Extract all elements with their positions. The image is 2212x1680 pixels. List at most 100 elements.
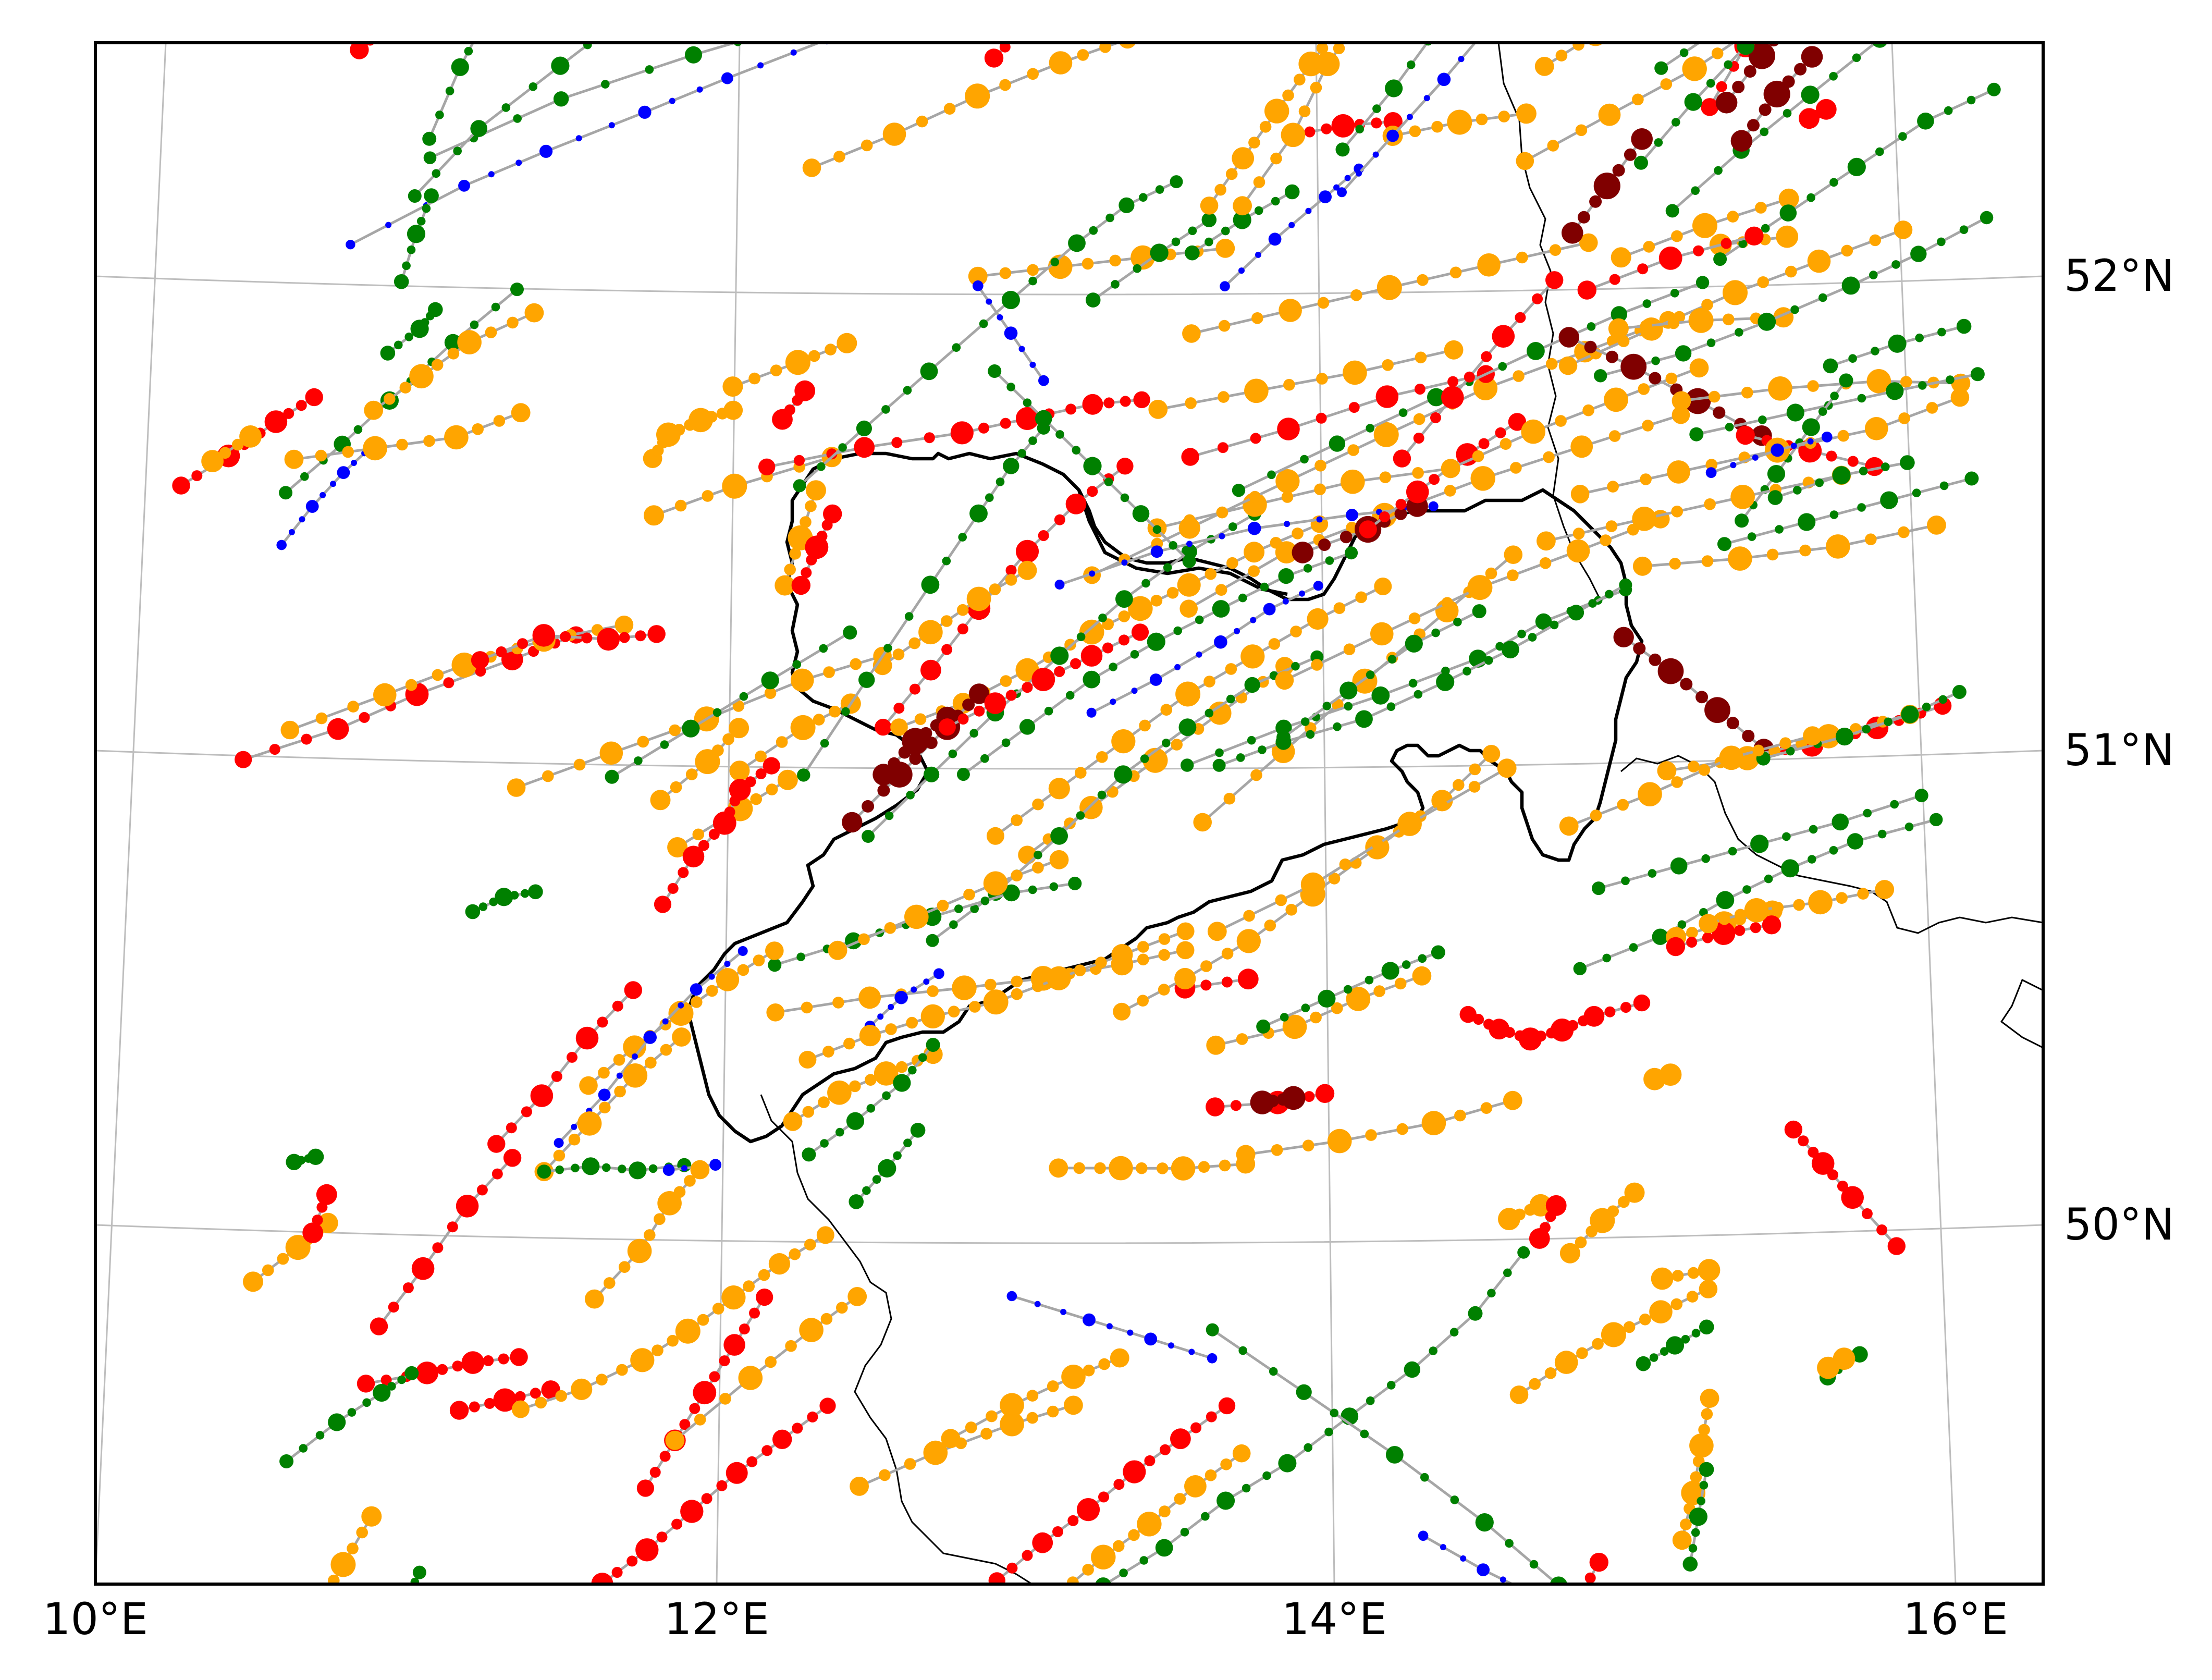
track-green (1212, 578, 1632, 772)
track-point-red (701, 1493, 712, 1504)
track-point-green (444, 334, 462, 351)
track-point-orange (1436, 799, 1448, 812)
track-point-green (1385, 1446, 1404, 1464)
track-point-darkred (888, 757, 901, 770)
track-point-red (1712, 922, 1736, 945)
track-point-orange (1148, 399, 1168, 419)
track-orange (1486, 1599, 1599, 1651)
track-point-green (1001, 738, 1011, 747)
track-point-red (978, 422, 989, 434)
track-point-orange (943, 103, 956, 115)
track-point-green (1152, 525, 1162, 534)
track-orange (1672, 369, 1971, 411)
track-point-green (1059, 1610, 1067, 1618)
track-point-green (1028, 885, 1037, 894)
track-point-orange (1545, 358, 1558, 370)
track-red (1666, 915, 1781, 957)
track-point-blue (1018, 346, 1025, 352)
track-point-green (648, 1164, 658, 1173)
track-point-red (537, 1622, 548, 1633)
track-point-orange (825, 344, 837, 355)
track-point-green (1880, 491, 1898, 509)
track-point-orange (511, 403, 531, 423)
track-point-green (1713, 252, 1727, 266)
track-point-green (510, 283, 524, 297)
track-point-green (1503, 1268, 1512, 1278)
track-point-orange (1472, 450, 1484, 462)
track-point-orange (1250, 769, 1262, 781)
track-point-orange (1503, 1090, 1522, 1110)
track-point-red (1052, 1526, 1063, 1537)
track-point-green (1431, 628, 1440, 637)
track-point-blue (669, 97, 675, 104)
track-point-green (1343, 985, 1353, 994)
track-point-red (1557, 1620, 1568, 1630)
track-point-green (1898, 23, 1907, 32)
track-point-orange (1804, 1603, 1827, 1626)
track-point-blue (708, 973, 715, 980)
track-orange (802, 43, 1136, 177)
track-point-orange (1177, 573, 1201, 597)
track-point-red (1120, 396, 1131, 407)
track-point-green (1675, 345, 1692, 362)
track-point-green (893, 1074, 911, 1092)
track-point-orange (1047, 1380, 1059, 1392)
track-point-blue (571, 1123, 577, 1130)
track-point-blue (632, 1053, 638, 1060)
track-point-red (726, 1462, 748, 1484)
track-point-green (1322, 702, 1332, 710)
track-point-green (422, 204, 431, 213)
track-point-green (328, 1413, 346, 1431)
track-point-orange (1396, 1123, 1408, 1135)
track-point-green (906, 791, 915, 800)
track-point-blue (888, 1003, 894, 1010)
track-point-orange (695, 749, 720, 775)
track-point-orange (1793, 899, 1805, 911)
track-point-orange (1864, 417, 1888, 440)
track-point-orange (1285, 904, 1297, 916)
track-point-green (300, 472, 309, 481)
track-green (1654, 43, 1702, 75)
track-point-red (1841, 1186, 1864, 1209)
track-orange (1509, 1280, 1718, 1404)
track-point-green (1857, 503, 1866, 512)
track-point-darkred (1657, 658, 1684, 684)
track-point-green (1665, 1336, 1685, 1355)
track-point-darkred (1562, 222, 1583, 244)
track-point-blue (1006, 1291, 1017, 1302)
track-point-green (1918, 381, 1927, 390)
track-line (1585, 1561, 1601, 1584)
track-point-orange (630, 1348, 655, 1372)
track-point-darkred (1340, 531, 1353, 544)
track-orange (1804, 1594, 1833, 1626)
track-point-red (619, 632, 630, 643)
track-point-orange (657, 1191, 682, 1216)
track-point-orange (1776, 225, 1799, 248)
track-point-green (483, 5, 492, 14)
track-point-red (1721, 238, 1732, 249)
track-point-red (1762, 915, 1781, 935)
track-point-orange (1601, 1322, 1626, 1347)
track-point-orange (1505, 1633, 1517, 1645)
track-point-darkred (1631, 128, 1653, 150)
track-point-orange (1607, 16, 1619, 28)
track-point-green (1914, 789, 1928, 803)
track-point-red (1375, 385, 1399, 408)
track-point-green (862, 1186, 871, 1195)
track-point-green (878, 1159, 896, 1178)
track-point-red (359, 712, 370, 723)
track-orange (1651, 1259, 1721, 1290)
track-point-red (1076, 1498, 1100, 1522)
track-point-green (1691, 1329, 1701, 1338)
track-point-green (1517, 629, 1526, 639)
track-point-orange (1611, 247, 1631, 268)
track-point-green (856, 420, 872, 437)
track-point-green (858, 671, 875, 688)
track-point-green (1278, 568, 1294, 584)
track-point-orange (1373, 985, 1385, 997)
lon-label-12: 12°E (664, 1593, 769, 1645)
track-line (1680, 1397, 1711, 1542)
track-point-orange (1240, 644, 1265, 669)
border-region-saxony-north (1077, 489, 1288, 596)
track-point-blue (1083, 1313, 1096, 1327)
